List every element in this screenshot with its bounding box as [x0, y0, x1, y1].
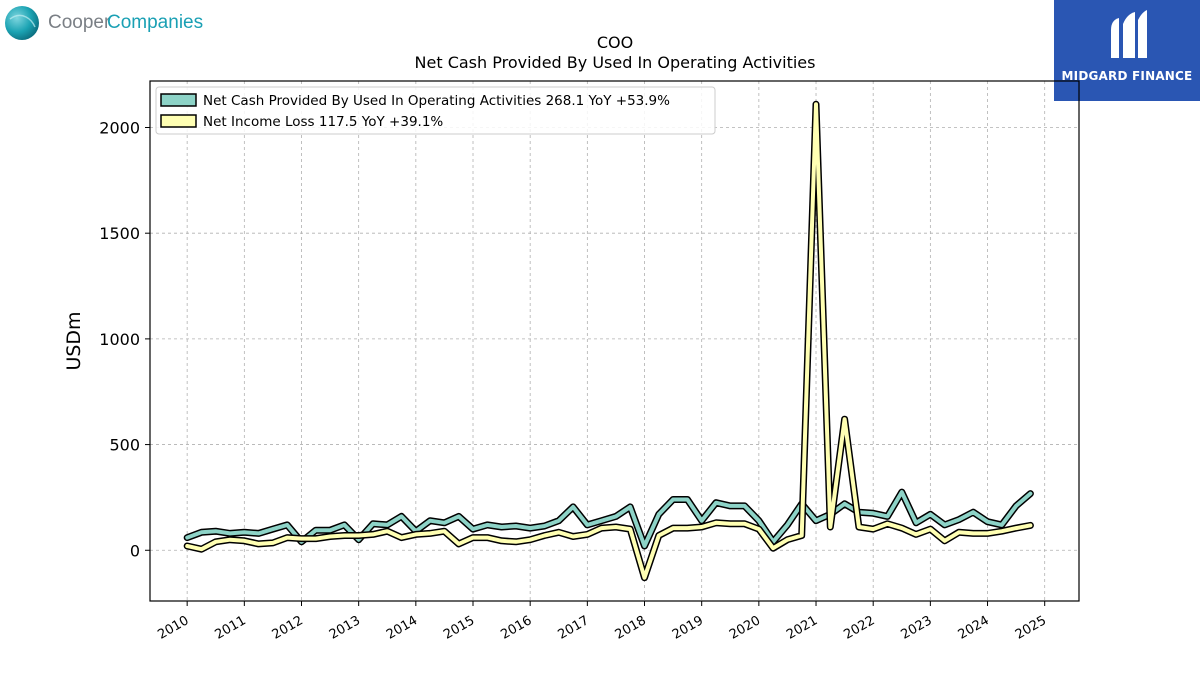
- y-axis-label: USDm: [63, 311, 85, 370]
- logo-word-cooper: Cooper: [48, 12, 111, 33]
- legend-label-net-cash: Net Cash Provided By Used In Operating A…: [203, 93, 670, 109]
- series-outline-1: [183, 100, 1034, 582]
- y-tick-label: 2000: [99, 119, 140, 138]
- x-tick-label: 2019: [670, 613, 706, 643]
- series-line-1: [185, 102, 1033, 580]
- midgard-brand-text: MIDGARD FINANCE: [1061, 69, 1193, 83]
- x-tick-label: 2025: [1013, 613, 1049, 643]
- cooper-globe-icon: [5, 6, 39, 40]
- midgard-m-icon: [1111, 10, 1147, 58]
- chart-subtitle: Net Cash Provided By Used In Operating A…: [415, 53, 816, 72]
- x-tick-label: 2016: [498, 613, 534, 643]
- x-tick-label: 2022: [841, 613, 877, 643]
- x-tick-label: 2015: [441, 613, 477, 643]
- axes: 2010 2011 2012 2013 2014 2015 2016 2017 2018 2019…: [99, 119, 1049, 643]
- x-tick-label: 2012: [270, 613, 306, 643]
- x-tick-label: 2010: [155, 613, 191, 643]
- y-tick-label: 1000: [99, 330, 140, 349]
- chart-title: COO: [597, 33, 633, 52]
- x-tick-label: 2017: [556, 613, 592, 643]
- y-tick-label: 0: [130, 541, 140, 560]
- x-tick-label: 2021: [784, 613, 820, 643]
- legend-swatch-net-income: [160, 114, 197, 128]
- logo-word-companies: Companies: [107, 12, 204, 33]
- x-tick-label: 2024: [956, 613, 992, 643]
- series-line-0: [185, 490, 1033, 548]
- legend-box: [155, 86, 716, 135]
- y-tick-label: 1500: [99, 224, 140, 243]
- x-tick-label: 2020: [727, 613, 763, 643]
- x-tick-label: 2011: [212, 613, 248, 643]
- x-tick-label: 2013: [327, 613, 363, 643]
- midgard-finance-logo: MIDGARD FINANCE: [1054, 0, 1200, 101]
- x-tick-label: 2018: [613, 613, 649, 643]
- x-tick-label: 2023: [899, 613, 935, 643]
- x-tick-label: 2014: [384, 613, 420, 643]
- cooper-companies-logo: Cooper Companies: [4, 4, 204, 42]
- series-layer: [183, 100, 1034, 582]
- legend: Net Cash Provided By Used In Operating A…: [155, 86, 716, 135]
- legend-label-net-income: Net Income Loss 117.5 YoY +39.1%: [203, 114, 443, 130]
- y-tick-label: 500: [109, 436, 140, 455]
- legend-swatch-net-cash: [160, 93, 197, 107]
- plot-frame: [149, 80, 1080, 602]
